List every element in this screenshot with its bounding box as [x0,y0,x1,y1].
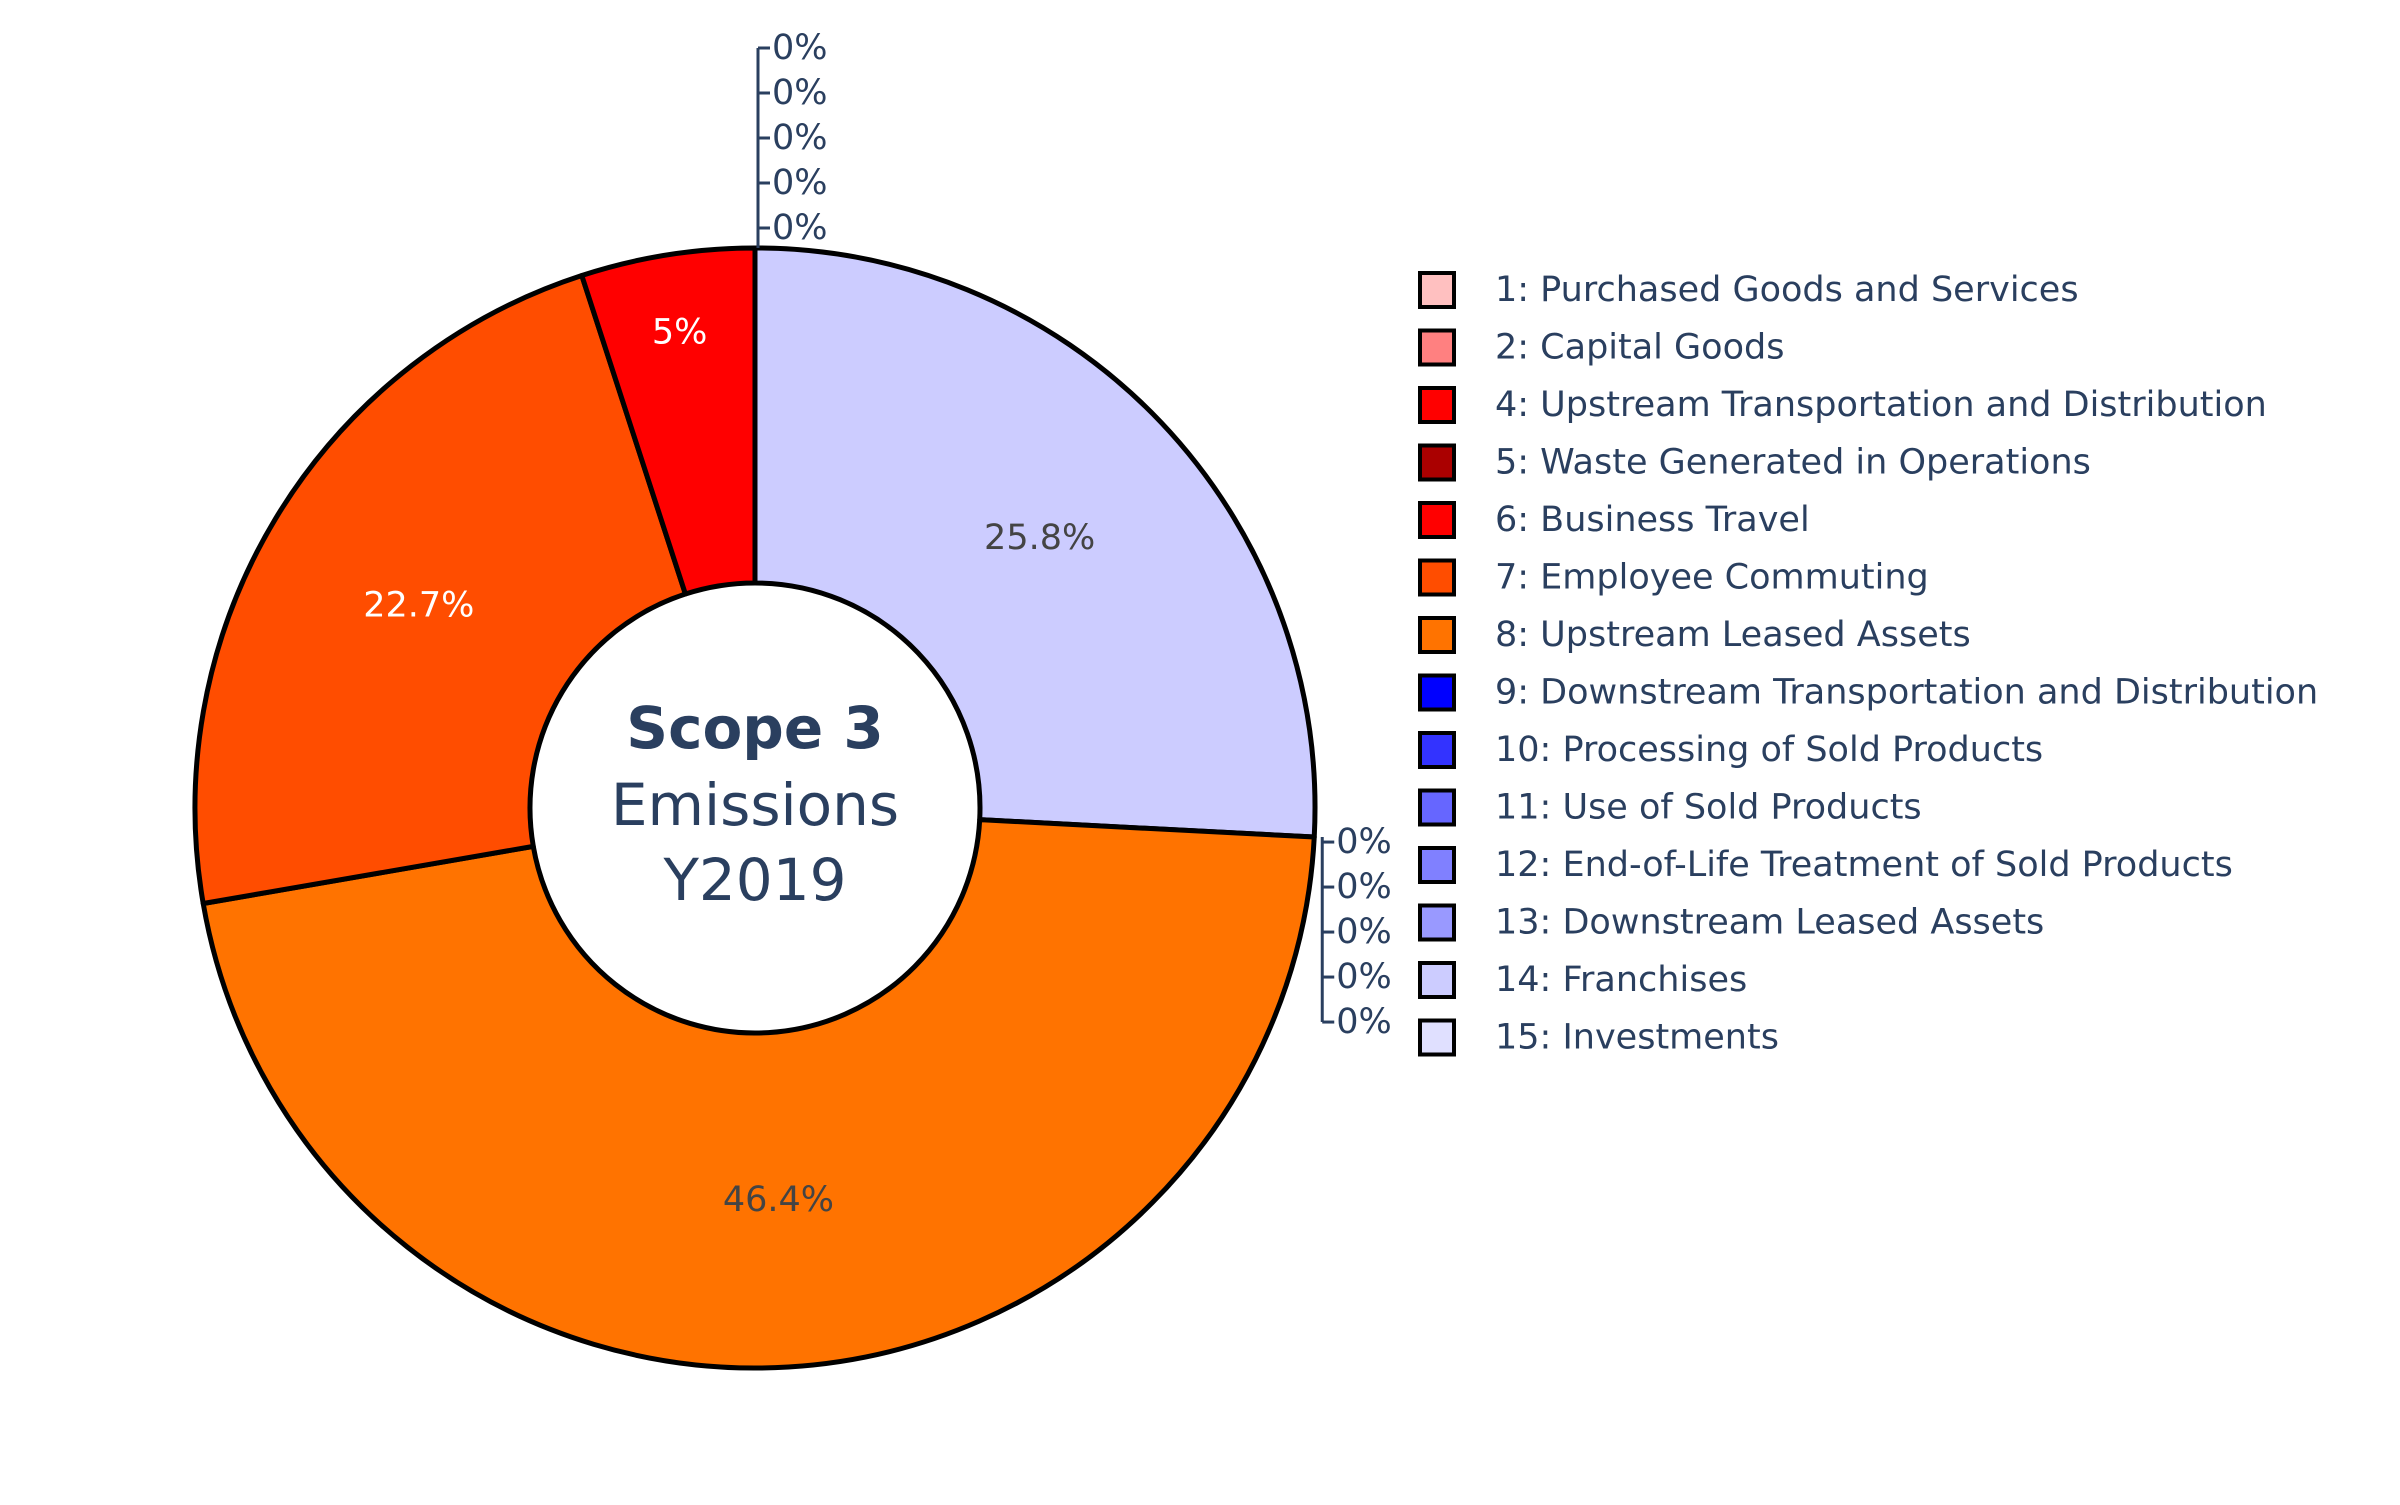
legend-item[interactable]: 11: Use of Sold Products [1418,788,1922,828]
slice-label-1: 0% [1336,867,1392,907]
slices-layer [192,245,1318,1371]
center-title: Scope 3 Emissions Y2019 [611,694,899,914]
legend-item[interactable]: 8: Upstream Leased Assets [1418,615,1971,655]
legend-swatch [1418,616,1456,654]
legend-swatch [1418,328,1456,367]
slice-label-5: 0% [1336,1002,1392,1042]
slice-label-4: 0% [1336,957,1392,997]
legend-item[interactable]: 13: Downstream Leased Assets [1418,903,2044,943]
legend-item[interactable]: 1: Purchased Goods and Services [1418,270,2079,310]
slice-label-14: 25.8% [984,518,1095,558]
slice-label-6: 5% [652,312,708,352]
legend-label: 14: Franchises [1495,960,1747,1000]
legend-label: 8: Upstream Leased Assets [1495,615,1971,655]
legend-swatch [1418,961,1456,999]
legend-label: 7: Employee Commuting [1495,558,1929,598]
legend-label: 1: Purchased Goods and Services [1495,270,2079,310]
legend-item[interactable]: 9: Downstream Transportation and Distrib… [1418,673,2318,713]
slice-14 [752,245,1318,840]
legend-swatch [1418,443,1456,482]
legend-swatch [1418,788,1456,827]
slice-label-10: 0% [772,73,828,113]
legend-swatch [1418,501,1456,539]
legend-label: 6: Business Travel [1495,500,1810,540]
slice-label-9: 0% [772,28,828,68]
inside-labels-layer: 25.8% 46.4% 22.7% 5% [363,312,1095,1219]
legend-swatch [1418,558,1456,597]
legend-label: 11: Use of Sold Products [1495,788,1922,828]
legend-label: 5: Waste Generated in Operations [1495,443,2091,483]
legend-label: 9: Downstream Transportation and Distrib… [1495,673,2318,713]
slice-label-15: 0% [1336,822,1392,862]
legend-item[interactable]: 15: Investments [1418,1018,1779,1058]
legend-label: 13: Downstream Leased Assets [1495,903,2044,943]
slice-6 [579,245,758,597]
slice-label-2: 0% [1336,912,1392,952]
legend-swatch [1418,271,1456,309]
legend-item[interactable]: 5: Waste Generated in Operations [1418,443,2091,483]
legend-swatch [1418,731,1456,769]
legend: 1: Purchased Goods and Services 2: Capita… [1418,270,2318,1058]
legend-label: 10: Processing of Sold Products [1495,730,2043,770]
legend-label: 12: End-of-Life Treatment of Sold Produc… [1495,845,2233,885]
slice-label-11: 0% [772,118,828,158]
legend-swatch [1418,673,1456,712]
legend-item[interactable]: 10: Processing of Sold Products [1418,730,2043,770]
outside-labels-layer: 0% 0% 0% 0% 0% 0% 0% 0% 0% 0% [756,28,1392,1042]
legend-label: 4: Upstream Transportation and Distribut… [1495,385,2267,425]
legend-item[interactable]: 14: Franchises [1418,960,1747,1000]
legend-item[interactable]: 12: End-of-Life Treatment of Sold Produc… [1418,845,2233,885]
legend-label: 2: Capital Goods [1495,328,1784,368]
legend-swatch [1418,1018,1456,1057]
legend-item[interactable]: 7: Employee Commuting [1418,558,1929,598]
legend-item[interactable]: 6: Business Travel [1418,500,1810,540]
center-title-line3: Y2019 [662,846,846,914]
legend-item[interactable]: 2: Capital Goods [1418,328,1784,368]
legend-label: 15: Investments [1495,1018,1779,1058]
legend-swatch [1418,386,1456,424]
slice-label-7: 22.7% [363,585,474,625]
legend-swatch [1418,903,1456,942]
slice-7 [192,272,688,907]
slice-8 [200,817,1317,1371]
slice-label-12: 0% [772,163,828,203]
center-title-line1: Scope 3 [626,694,883,762]
legend-item[interactable]: 4: Upstream Transportation and Distribut… [1418,385,2267,425]
slice-label-13: 0% [772,208,828,248]
slice-label-8: 46.4% [723,1180,834,1220]
legend-swatch [1418,846,1456,884]
center-title-line2: Emissions [611,771,899,839]
